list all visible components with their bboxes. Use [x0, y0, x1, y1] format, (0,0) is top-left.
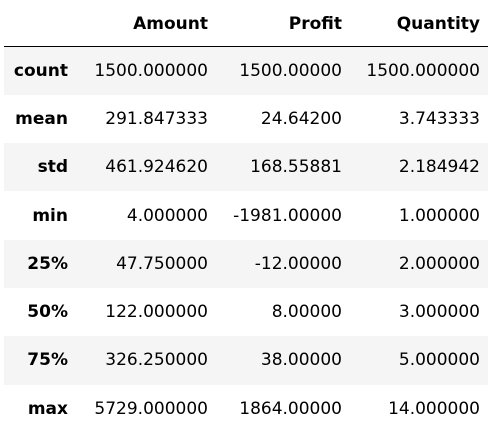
- table-row-mean: mean 291.847333 24.64200 3.743333: [4, 94, 488, 144]
- table-row-max: max 5729.000000 1864.00000 14.000000: [4, 384, 488, 433]
- cell-mean-quantity: 3.743333: [398, 108, 480, 129]
- cell-25pct-profit: -12.00000: [254, 253, 342, 274]
- row-label-max: max: [27, 398, 68, 419]
- table-body: count 1500.000000 1500.00000 1500.000000…: [4, 46, 488, 433]
- index-header: [4, 2, 76, 47]
- cell-25pct-amount: 47.750000: [116, 253, 208, 274]
- table-row-min: min 4.000000 -1981.00000 1.000000: [4, 191, 488, 240]
- row-label-mean: mean: [15, 108, 68, 129]
- row-label-25pct: 25%: [27, 253, 68, 274]
- cell-max-amount: 5729.000000: [94, 398, 208, 419]
- cell-50pct-amount: 122.000000: [105, 302, 208, 323]
- cell-count-amount: 1500.000000: [94, 60, 208, 81]
- cell-25pct-quantity: 2.000000: [398, 253, 480, 274]
- cell-std-amount: 461.924620: [105, 157, 208, 178]
- row-label-std: std: [37, 157, 68, 178]
- cell-75pct-profit: 38.00000: [260, 350, 342, 371]
- cell-50pct-profit: 8.00000: [271, 302, 342, 323]
- cell-min-amount: 4.000000: [126, 205, 208, 226]
- column-header-amount: Amount: [76, 2, 216, 47]
- cell-mean-profit: 24.64200: [260, 108, 342, 129]
- cell-min-quantity: 1.000000: [398, 205, 480, 226]
- cell-count-profit: 1500.00000: [239, 60, 342, 81]
- header-row: Amount Profit Quantity: [4, 2, 488, 47]
- table-row-count: count 1500.000000 1500.00000 1500.000000: [4, 46, 488, 95]
- table-row-75pct: 75% 326.250000 38.00000 5.000000: [4, 336, 488, 385]
- cell-mean-amount: 291.847333: [105, 108, 208, 129]
- cell-50pct-quantity: 3.000000: [398, 302, 480, 323]
- row-label-75pct: 75%: [27, 350, 68, 371]
- column-header-quantity: Quantity: [350, 2, 488, 47]
- cell-75pct-amount: 326.250000: [105, 350, 208, 371]
- table-header: Amount Profit Quantity: [4, 2, 488, 47]
- describe-table: Amount Profit Quantity count 1500.000000…: [4, 2, 488, 433]
- table-row-std: std 461.924620 168.55881 2.184942: [4, 143, 488, 192]
- column-header-profit: Profit: [216, 2, 350, 47]
- cell-min-profit: -1981.00000: [233, 205, 342, 226]
- cell-75pct-quantity: 5.000000: [398, 350, 480, 371]
- cell-std-quantity: 2.184942: [398, 157, 480, 178]
- cell-max-quantity: 14.000000: [388, 398, 480, 419]
- cell-std-profit: 168.55881: [250, 157, 342, 178]
- row-label-count: count: [13, 60, 68, 81]
- table-row-50pct: 50% 122.000000 8.00000 3.000000: [4, 287, 488, 337]
- row-label-min: min: [32, 205, 68, 226]
- cell-count-quantity: 1500.000000: [366, 60, 480, 81]
- cell-max-profit: 1864.00000: [239, 398, 342, 419]
- table-row-25pct: 25% 47.750000 -12.00000 2.000000: [4, 239, 488, 288]
- row-label-50pct: 50%: [27, 302, 68, 323]
